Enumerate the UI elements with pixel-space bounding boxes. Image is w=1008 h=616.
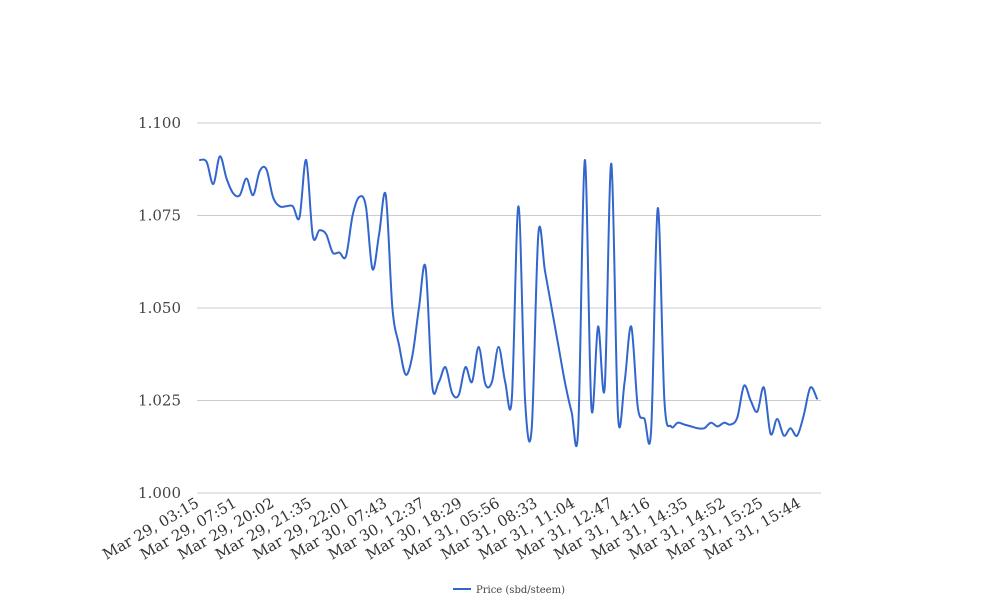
y-tick-label: 1.100	[138, 114, 181, 132]
y-tick-label: 1.000	[138, 484, 181, 502]
series-layer	[199, 155, 818, 448]
series-line-price	[199, 155, 818, 448]
y-axis-tick-labels: 1.000 1.025 1.050 1.075 1.100	[138, 114, 181, 502]
legend[interactable]: Price (sbd/steem)	[453, 585, 565, 596]
y-tick-label: 1.050	[138, 299, 181, 317]
y-tick-label: 1.075	[138, 207, 181, 225]
y-tick-label: 1.025	[138, 392, 181, 410]
legend-label-price: Price (sbd/steem)	[476, 585, 565, 596]
gridlines	[197, 122, 821, 494]
